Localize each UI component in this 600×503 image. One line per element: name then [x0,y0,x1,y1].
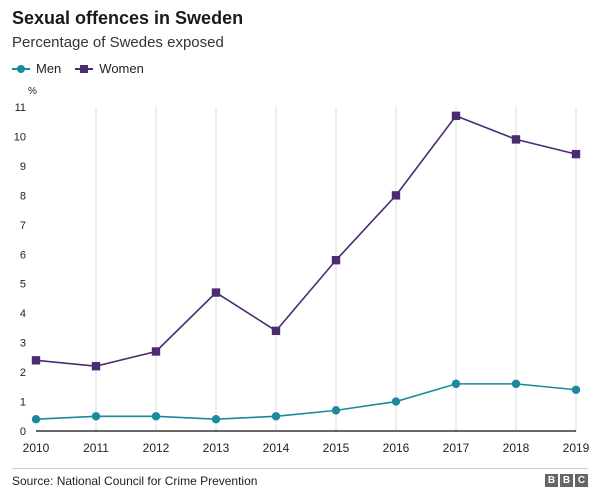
data-point-women [451,111,461,121]
legend-label-men: Men [36,61,62,76]
data-point-men [571,385,581,394]
women-line-marker-icon [75,63,94,75]
x-tick-label: 2013 [203,441,230,455]
data-point-women [271,326,281,336]
x-tick-label: 2014 [263,441,290,455]
bbc-logo-letter: B [545,474,558,487]
data-point-men [151,412,161,421]
y-axis-label: % [28,86,37,97]
x-tick-label: 2016 [383,441,410,455]
data-point-men [271,412,281,421]
y-tick-label: 7 [20,220,26,232]
x-tick-label: 2012 [143,441,170,455]
x-tick-label: 2017 [443,441,470,455]
y-tick-label: 9 [20,161,26,173]
y-tick-label: 10 [14,131,26,143]
data-point-men [511,379,521,389]
series-line-women [35,114,577,368]
legend-item-men: Men [12,61,61,76]
x-tick-label: 2019 [563,441,590,455]
y-tick-label: 2 [20,367,26,379]
data-point-men [451,379,461,389]
legend-item-women: Women [75,61,144,76]
series-line-men [35,383,577,421]
y-tick-label: 11 [15,102,26,114]
legend-label-women: Women [99,61,144,76]
data-point-women [211,288,221,297]
x-tick-label: 2018 [503,441,530,455]
data-point-women [571,149,581,159]
bbc-logo-letter: B [560,474,573,487]
source-note: Source: National Council for Crime Preve… [12,474,258,488]
y-tick-label: 3 [20,338,26,350]
bbc-logo: B B C [543,474,588,487]
data-point-women [331,255,341,265]
data-point-women [151,347,161,356]
data-point-women [91,362,101,371]
men-line-marker-icon [12,63,30,75]
data-point-men [91,412,101,421]
legend: Men Women [12,61,158,76]
x-tick-label: 2011 [83,441,109,455]
y-tick-label: 0 [20,426,26,438]
y-tick-label: 4 [20,308,26,320]
x-tick-label: 2010 [23,441,50,455]
y-tick-label: 6 [20,249,26,261]
x-tick-label: 2015 [323,441,350,455]
line-chart: 0 1 2 3 4 5 6 7 8 9 10 11% 2010 2011 2012 2013 2014 2015 2… [14,86,590,455]
data-point-women [511,135,521,144]
footer-divider [12,468,588,469]
bbc-logo-letter: C [575,474,588,487]
y-tick-label: 8 [20,190,26,202]
chart-title: Sexual offences in Sweden [12,8,244,28]
y-tick-label: 1 [20,397,26,409]
data-point-women [31,356,41,365]
data-point-men [211,415,221,424]
data-point-men [331,406,341,415]
data-point-men [391,397,401,406]
data-point-women [391,191,401,200]
data-point-men [31,415,41,424]
y-tick-label: 5 [20,279,26,291]
chart-subtitle: Percentage of Swedes exposed [12,34,224,51]
